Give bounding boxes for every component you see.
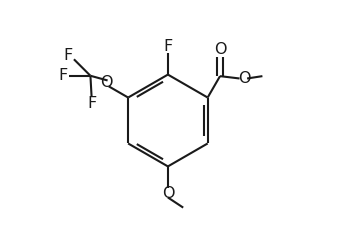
Text: F: F <box>64 48 73 63</box>
Text: O: O <box>238 71 251 86</box>
Text: F: F <box>59 68 68 83</box>
Text: O: O <box>100 75 113 90</box>
Text: F: F <box>87 96 96 111</box>
Text: F: F <box>163 39 172 54</box>
Text: O: O <box>214 41 226 57</box>
Text: O: O <box>162 187 174 201</box>
